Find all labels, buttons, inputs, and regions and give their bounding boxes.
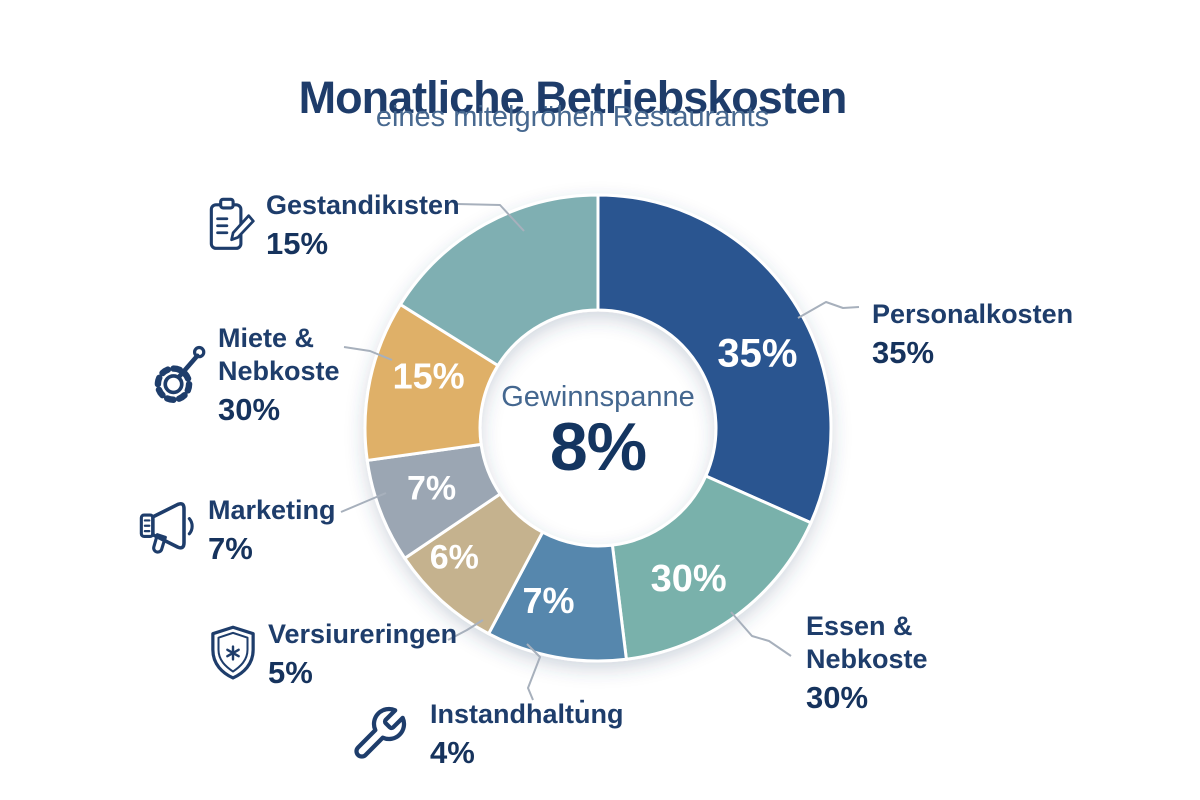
callout-label: Miete & — [218, 323, 315, 353]
donut-segment-Personalkosten — [596, 193, 833, 525]
donut-segment-Essen & Nebkoste — [610, 474, 813, 661]
callout-gestandkosten: Gestandikısten 15% — [266, 189, 460, 262]
callout-percent: 35% — [872, 335, 935, 370]
callout-percent: 30% — [806, 680, 869, 715]
callout-percent: 7% — [208, 531, 253, 566]
leader-line — [447, 619, 484, 641]
megaphone-icon — [134, 492, 202, 556]
callout-instandhaltung: Instandhaltu̇ng 4% — [430, 698, 623, 771]
callout-label: Essen & — [806, 611, 913, 641]
wrench-icon — [342, 698, 416, 770]
callout-marketing: Marketing 7% — [208, 494, 336, 567]
callout-essen-nebenkosten: Essen & Nebkoste 30% — [806, 610, 928, 716]
callout-percent: 4% — [430, 735, 475, 770]
callout-versicherungen: Versiureringen 5% — [268, 618, 457, 691]
donut-segment-Gestandikısten — [398, 193, 600, 367]
leader-line — [797, 301, 860, 319]
segment-inner-label: 7% — [407, 470, 456, 508]
leader-line — [730, 611, 792, 657]
callout-percent: 5% — [268, 655, 313, 690]
segment-inner-label: 30% — [651, 558, 727, 600]
callout-label: Versiureringen — [268, 619, 458, 649]
page-subtitle: eines mitelgröhen Restaurants — [375, 101, 770, 133]
segment-inner-label: 35% — [717, 332, 797, 376]
callout-label: Nebkoste — [218, 356, 340, 386]
segment-inner-label: 7% — [523, 580, 575, 621]
donut-segments — [363, 193, 833, 663]
callout-label: Instandhaltu̇ng — [430, 699, 624, 729]
callout-percent: 15% — [266, 226, 329, 261]
callout-percent: 30% — [218, 392, 281, 427]
leader-lines — [340, 203, 860, 701]
center-value: 8% — [549, 409, 647, 485]
callout-label: Marketing — [208, 495, 336, 525]
segment-inner-label: 15% — [393, 356, 465, 397]
callout-label: Nebkoste — [806, 644, 928, 674]
leader-line — [526, 643, 541, 701]
gear-tool-icon — [146, 340, 212, 410]
page-title: Monatliche Betriebskosten — [298, 72, 848, 124]
clipboard-check-icon — [202, 194, 258, 256]
callout-personalkosten: Personalkosten 35% — [872, 298, 1073, 371]
leader-line — [340, 492, 387, 513]
callout-label: Gestandikısten — [266, 190, 460, 220]
center-label: Gewinnspanne — [501, 381, 695, 413]
callout-miete-nebenkosten: Miete & Nebkoste 30% — [218, 322, 340, 428]
leader-line — [456, 203, 525, 232]
callout-label: Personalkosten — [872, 299, 1074, 329]
segment-inner-labels: 35% 30% 7% 6% 7% 15% — [393, 332, 798, 621]
segment-inner-label: 6% — [430, 538, 479, 576]
shield-icon — [204, 620, 262, 686]
leader-line — [343, 346, 393, 361]
